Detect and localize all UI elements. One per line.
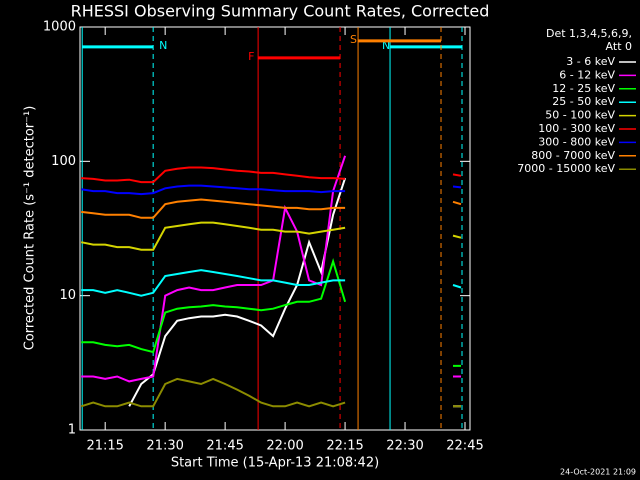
x-tick-label: 21:15: [86, 439, 123, 454]
legend-label: 300 - 800 keV: [538, 135, 615, 148]
legend-label: 7000 - 15000 keV: [517, 162, 615, 175]
series-line: [81, 221, 462, 251]
legend-label: 25 - 50 keV: [552, 95, 615, 108]
chart-title: RHESSI Observing Summary Count Rates, Co…: [71, 2, 490, 21]
series-line: [81, 258, 461, 367]
legend-label: 12 - 25 keV: [552, 82, 615, 95]
series-line: [128, 177, 461, 408]
series-line: [81, 155, 461, 383]
flag-label: S: [350, 33, 357, 46]
x-tick-label: 22:45: [446, 439, 483, 454]
x-axis-label: Start Time (15-Apr-13 21:08:42): [171, 456, 379, 471]
x-tick-label: 21:45: [206, 439, 243, 454]
flag-label: F: [248, 50, 254, 63]
series-line: [81, 184, 462, 196]
x-tick-label: 22:00: [266, 439, 303, 454]
legend-label: 100 - 300 keV: [538, 122, 615, 135]
y-tick-label: 1000: [43, 20, 76, 35]
flag-label: N: [382, 39, 390, 52]
legend-title: Det 1,3,4,5,6,9,: [546, 27, 632, 40]
footer: 24-Oct-2021 21:09: [560, 468, 636, 477]
legend-label: 6 - 12 keV: [559, 68, 615, 81]
legend-label: 50 - 100 keV: [545, 109, 615, 122]
y-axis-label: Corrected Count Rate (s⁻¹ detector⁻¹): [23, 106, 38, 351]
y-tick-label: 10: [59, 288, 76, 303]
legend-title: Att 0: [606, 40, 632, 53]
series-line: [81, 269, 462, 297]
series-line: [80, 377, 461, 408]
plot-frame: [79, 26, 471, 431]
legend-label: 3 - 6 keV: [566, 55, 615, 68]
series-line: [81, 198, 462, 219]
x-tick-label: 22:15: [326, 439, 363, 454]
series-line: [81, 166, 462, 184]
x-tick-label: 22:30: [386, 439, 423, 454]
flag-label: N: [159, 39, 167, 52]
y-tick-label: 100: [51, 154, 76, 169]
legend-label: 800 - 7000 keV: [531, 149, 615, 162]
y-tick-label: 1: [68, 423, 76, 438]
x-tick-label: 21:30: [146, 439, 183, 454]
